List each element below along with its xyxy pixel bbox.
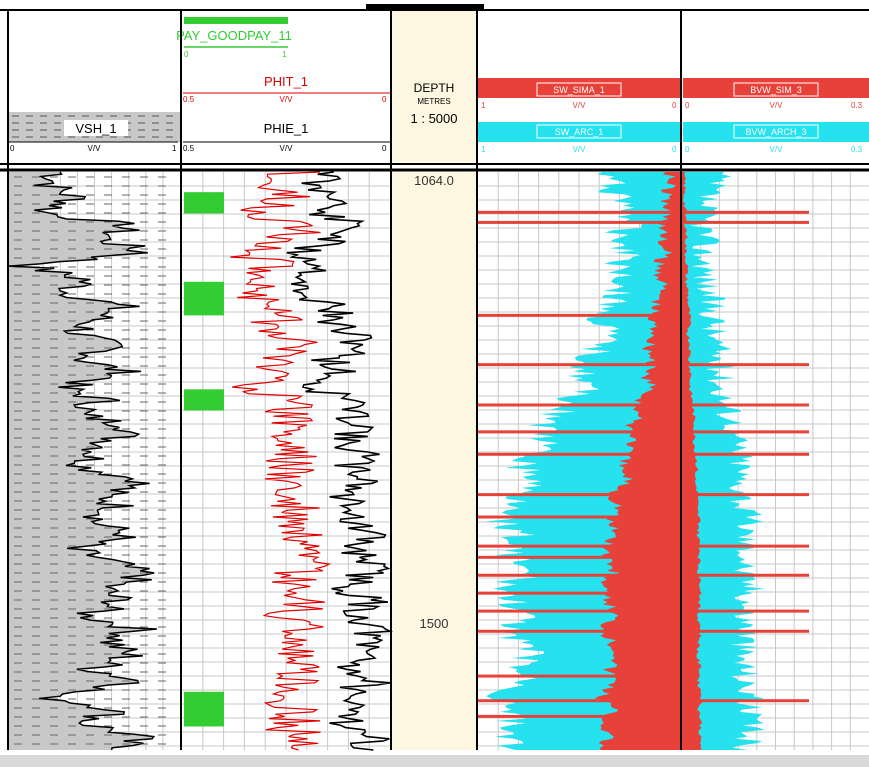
phie-track-name: PHIE_1 — [264, 121, 309, 136]
bvw-spike — [681, 220, 809, 224]
bvw-spike — [681, 452, 809, 456]
sw-spike — [478, 629, 681, 633]
depth-header-bg — [392, 10, 476, 162]
saturation-header: SW_SIMA_1 1 V/V 0 SW_ARC_1 1 V/V 0 — [478, 78, 680, 154]
bvw-sim-label-box — [733, 82, 819, 97]
pay-flag — [184, 192, 224, 214]
phit-curve — [230, 171, 332, 751]
sw-spike — [478, 573, 681, 577]
sw-spike — [478, 493, 681, 497]
sw-sima-scale-left: 1 — [481, 101, 486, 110]
bvw-header: BVW_SIM_3 0 V/V 0.3 BVW_ARCH_3 0 V/V 0.3 — [683, 78, 869, 154]
pay-flag — [184, 389, 224, 411]
sw-spike — [478, 714, 681, 718]
pay-flag-header-bar — [184, 17, 288, 24]
depth-title: DEPTH — [414, 81, 455, 95]
sw-spike — [478, 544, 681, 548]
bvw-arch-unit: V/V — [770, 145, 784, 154]
bvw-spike — [681, 699, 809, 703]
phit-track-name: PHIT_1 — [264, 74, 308, 89]
porosity-header: PAY_GOODPAY_11 0 1 PHIT_1 0.5 V/V 0 PHIE… — [176, 17, 390, 153]
phie-scale-right: 0 — [382, 144, 387, 153]
curve-layer — [8, 171, 809, 751]
sw-spike — [478, 313, 681, 317]
sw-sima-label-box — [536, 82, 622, 97]
sw-spike — [478, 403, 681, 407]
vsh-curve — [8, 171, 157, 751]
bvw-spike — [681, 609, 809, 613]
top-scroll-tab[interactable] — [366, 4, 484, 10]
sw-spike — [478, 555, 681, 559]
pay-scale-right: 1 — [282, 50, 287, 59]
pay-flag — [184, 691, 224, 727]
bvw-sim-scale-left: 0 — [685, 101, 690, 110]
pay-flag — [184, 281, 224, 316]
sw-spike — [478, 430, 681, 434]
bvw-spike — [681, 544, 809, 548]
sw-arc-scale-right: 0 — [672, 145, 677, 154]
phit-scale-right: 0 — [382, 95, 387, 104]
bvw-sim-track-name: BVW_SIM_3 — [750, 85, 802, 95]
bvw-arch-scale-left: 0 — [685, 145, 690, 154]
bvw-spike — [681, 493, 809, 497]
vsh-track-name: VSH_1 — [75, 121, 116, 136]
bvw-arch-label-box — [733, 124, 819, 139]
phit-scale-left: 0.5 — [183, 95, 195, 104]
pay-scale-left: 0 — [184, 50, 189, 59]
sw-sima-track-name: SW_SIMA_1 — [553, 85, 605, 95]
depth-units: METRES — [417, 97, 450, 106]
bvw-spike — [681, 403, 809, 407]
pay-track-name: PAY_GOODPAY_11 — [176, 28, 292, 43]
phie-scale-left: 0.5 — [183, 144, 195, 153]
sw-spike — [478, 674, 681, 678]
phie-unit: V/V — [280, 144, 294, 153]
vsh-header: VSH_1 0 V/V 1 — [8, 112, 180, 153]
sw-spike — [478, 699, 681, 703]
bvw-spike — [681, 210, 809, 214]
phie-curve — [286, 171, 394, 751]
log-header: VSH_1 0 V/V 1 PAY_GOODPAY_11 0 1 PHIT_1 … — [8, 10, 869, 162]
sw-spike — [478, 609, 681, 613]
bvw-arch-scale-right: 0.3 — [851, 145, 863, 154]
sw-spike — [478, 210, 681, 214]
sw-spike — [478, 220, 681, 224]
depth-label-top: 1064.0 — [414, 173, 454, 188]
depth-scale: 1 : 5000 — [411, 111, 458, 126]
track-borders — [0, 9, 869, 750]
vsh-shale-fill — [9, 172, 157, 750]
bvw-spike — [681, 430, 809, 434]
bvw-spike — [681, 573, 809, 577]
phit-unit: V/V — [280, 95, 294, 104]
sw-spike — [478, 363, 681, 367]
sw-arc-unit: V/V — [573, 145, 587, 154]
bvw-arch-track-name: BVW_ARCH_3 — [745, 127, 806, 137]
sw-arc-label-box — [536, 124, 622, 139]
vsh-scale-left: 0 — [10, 144, 15, 153]
depth-track-bg — [392, 172, 476, 750]
vsh-unit: V/V — [88, 144, 102, 153]
bvw-sim-fill — [681, 172, 703, 750]
sw-spike — [478, 452, 681, 456]
sw-sima-scale-right: 0 — [672, 101, 677, 110]
depth-label-1500: 1500 — [420, 616, 449, 631]
bvw-sim-scale-right: 0.3 — [851, 101, 863, 110]
sw-spike — [478, 591, 681, 595]
sw-arc-scale-left: 1 — [481, 145, 486, 154]
vsh-scale-right: 1 — [172, 144, 177, 153]
bvw-arch-fill — [681, 172, 766, 750]
vsh-label-box — [64, 120, 128, 136]
bvw-spike — [681, 363, 809, 367]
bvw-sim-unit: V/V — [770, 101, 784, 110]
horizontal-scrollbar[interactable] — [0, 755, 869, 767]
sw-sima-unit: V/V — [573, 101, 587, 110]
depth-header: DEPTH METRES 1 : 5000 — [392, 10, 476, 162]
sw-spike — [478, 515, 681, 519]
sw-arc-track-name: SW_ARC_1 — [555, 127, 604, 137]
bvw-spike — [681, 629, 809, 633]
